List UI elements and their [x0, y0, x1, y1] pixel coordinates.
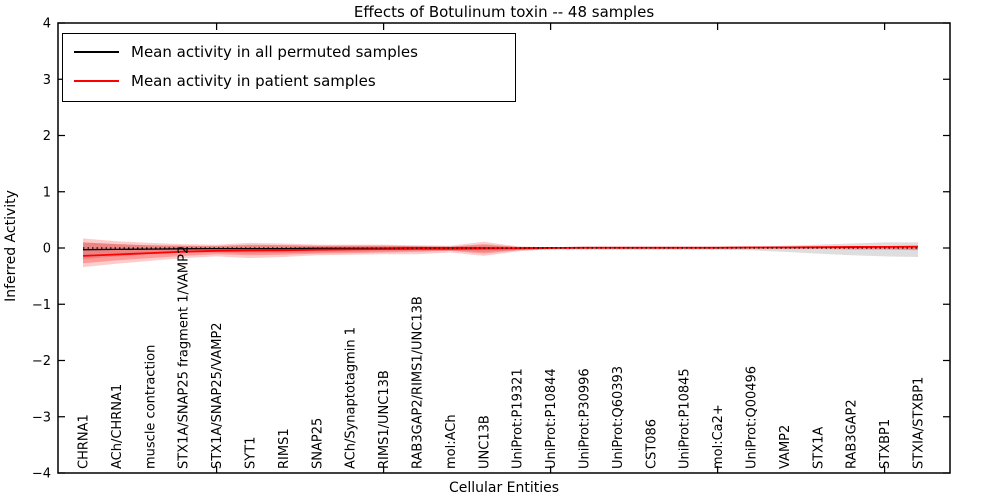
x-category-label: UniProt:P19321: [511, 368, 526, 469]
x-category-label: SNAP25: [310, 418, 325, 469]
x-category-label: RAB3GAP2: [845, 399, 860, 469]
y-axis-label: Inferred Activity: [3, 190, 19, 302]
x-category-label: RAB3GAP2/RIMS1/UNC13B: [411, 296, 426, 469]
x-category-label: muscle contraction: [143, 345, 158, 469]
x-category-label: RIMS1: [277, 428, 292, 469]
y-tick-label: 3: [43, 73, 51, 88]
legend-item-patient: Mean activity in patient samples: [63, 70, 515, 92]
legend-item-permuted: Mean activity in all permuted samples: [63, 41, 515, 63]
x-category-label: STXIA/STXBP1: [912, 377, 927, 469]
y-tick-label: 4: [43, 17, 51, 32]
legend: Mean activity in all permuted samples Me…: [62, 33, 516, 102]
y-tick-label: 2: [43, 129, 51, 144]
y-tick-label: −4: [32, 467, 51, 482]
x-category-label: UniProt:Q00496: [745, 366, 760, 469]
y-tick-label: 0: [43, 242, 51, 257]
x-category-label: mol:ACh: [444, 414, 459, 469]
y-tick-label: −1: [32, 298, 51, 313]
x-category-label: ACh/CHRNA1: [110, 384, 125, 469]
x-category-label: SYT1: [244, 437, 259, 469]
x-category-label: STX1A/SNAP25/VAMP2: [210, 322, 225, 469]
legend-line-sample-black: [74, 51, 119, 53]
x-category-label: UNC13B: [477, 415, 492, 469]
x-category-label: STX1A: [811, 427, 826, 469]
x-category-label: UniProt:P10844: [544, 368, 559, 469]
patient-samples-band-inner: [83, 242, 918, 264]
x-category-label: UniProt:P10845: [678, 368, 693, 469]
y-tick-label: −3: [32, 410, 51, 425]
x-category-label: STX1A/SNAP25 fragment 1/VAMP2: [177, 246, 192, 469]
x-category-label: UniProt:Q60393: [611, 366, 626, 469]
patient-samples-band-outer: [83, 238, 918, 268]
x-axis-label: Cellular Entities: [448, 480, 560, 496]
x-category-label: CHRNA1: [77, 414, 92, 469]
chart-title: Effects of Botulinum toxin -- 48 samples: [353, 3, 655, 21]
legend-item-label: Mean activity in all permuted samples: [131, 43, 418, 61]
x-category-label: mol:Ca2+: [711, 404, 726, 469]
legend-item-label: Mean activity in patient samples: [131, 72, 376, 90]
y-tick-label: −2: [32, 354, 51, 369]
patient-mean-line: [82, 245, 919, 257]
x-category-label: UniProt:P30996: [578, 368, 593, 469]
permuted-samples-band: [83, 242, 918, 260]
x-category-label: CST086: [644, 419, 659, 469]
x-category-label: RIMS1/UNC13B: [377, 370, 392, 469]
x-category-label: VAMP2: [778, 425, 793, 469]
legend-line-sample-red: [74, 80, 119, 82]
y-tick-label: 1: [43, 185, 51, 200]
x-category-label: STXBP1: [878, 419, 893, 469]
x-category-label: ACh/Synaptotagmin 1: [344, 327, 359, 469]
